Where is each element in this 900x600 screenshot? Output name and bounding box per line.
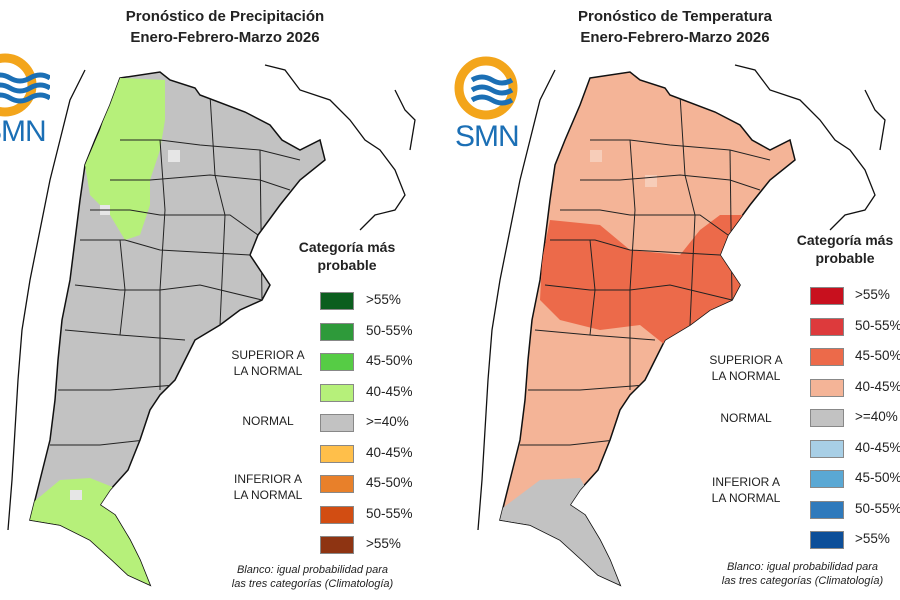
legend-note: Blanco: igual probabilidad para las tres… [200,563,425,591]
legend-swatch [320,353,354,371]
neighbor-coastline [477,64,886,531]
group-inferior-label: INFERIOR A LA NORMAL [700,474,792,506]
legend-swatch [320,322,354,341]
legend-label: >55% [366,292,401,307]
group-inferior-label: INFERIOR A LA NORMAL [222,471,314,503]
group-normal-label: NORMAL [242,414,294,428]
legend-swatch [320,505,354,524]
legend-title-line-1: Categoría más [796,232,894,248]
precipitation-forecast-panel: Pronóstico de Precipitación Enero-Febrer… [0,6,450,591]
neighbor-coastline [7,64,416,531]
note-line-2: las tres categorías (Climatología) [721,575,884,587]
legend-label: >55% [855,531,890,546]
legend-swatch [320,414,354,432]
legend-title: Categoría más probable [780,231,900,267]
legend-swatch [810,531,844,549]
group-superior-label: SUPERIOR A LA NORMAL [700,352,792,384]
legend-label: 40-45% [366,444,413,460]
temperature-map [477,64,886,587]
legend-swatch [810,317,844,336]
precipitation-title: Pronóstico de Precipitación Enero-Febrer… [0,6,450,48]
province-borders [50,94,301,446]
legend-label: 50-55% [855,317,900,333]
note-line-1: Blanco: igual probabilidad para [236,564,389,576]
legend-swatch [320,292,354,310]
legend-title-line-2: probable [317,257,377,273]
legend-label: 45-50% [366,475,413,490]
legend-swatch [320,383,354,402]
title-line-2: Enero-Febrero-Marzo 2026 [580,29,770,46]
group-inferior-line-2: LA NORMAL [711,491,781,505]
legend-swatch [810,470,844,488]
legend-swatch [320,475,354,493]
legend-swatch [810,500,844,519]
smn-logo-icon [454,56,518,120]
legend-label: 50-55% [855,500,900,516]
precipitation-map [7,64,416,587]
province-borders [520,94,771,446]
legend-title-line-2: probable [815,250,875,266]
legend-label: 50-55% [366,505,413,521]
legend-label: 50-55% [366,322,413,338]
group-normal-label: NORMAL [720,411,772,425]
temperature-title: Pronóstico de Temperatura Enero-Febrero-… [450,6,900,48]
group-superior-label: SUPERIOR A LA NORMAL [222,347,314,379]
note-line-1: Blanco: igual probabilidad para [726,561,879,573]
group-superior-line-1: SUPERIOR A [231,348,305,362]
legend-label: >55% [366,536,401,551]
legend-label: 40-45% [855,439,900,455]
legend-label: 45-50% [855,348,900,363]
group-inferior-line-2: LA NORMAL [233,488,303,502]
legend-label: 40-45% [366,383,413,399]
group-superior-line-2: LA NORMAL [233,364,303,378]
legend-note: Blanco: igual probabilidad para las tres… [690,560,900,588]
legend-label: >=40% [855,409,898,424]
legend-swatch [810,348,844,366]
temperature-forecast-panel: Pronóstico de Temperatura Enero-Febrero-… [450,0,900,600]
legend-label: >55% [855,287,890,302]
legend-label: 45-50% [366,353,413,368]
title-line-1: Pronóstico de Precipitación [125,8,325,25]
legend-title: Categoría más probable [282,238,412,274]
above-normal-regions [30,78,180,585]
legend-label: 40-45% [855,378,900,394]
legend-swatch [320,536,354,554]
legend-label: >=40% [366,414,409,429]
note-line-2: las tres categorías (Climatología) [231,578,394,590]
group-inferior-line-1: INFERIOR A [233,472,302,486]
smn-logo-icon [0,53,50,117]
group-inferior-line-1: INFERIOR A [711,475,780,489]
legend-swatch [810,439,844,458]
title-line-1: Pronóstico de Temperatura [578,8,772,25]
legend-label: 45-50% [855,470,900,485]
smn-logo-text: SMN [455,120,520,153]
legend-title-line-1: Categoría más [298,239,396,255]
smn-logo-text: SMN [0,115,47,148]
legend-swatch [320,444,354,463]
legend-swatch [810,287,844,305]
legend-swatch [810,378,844,397]
legend-swatch [810,409,844,427]
group-superior-line-1: SUPERIOR A [709,353,783,367]
group-superior-line-2: LA NORMAL [711,369,781,383]
title-line-2: Enero-Febrero-Marzo 2026 [130,29,320,46]
